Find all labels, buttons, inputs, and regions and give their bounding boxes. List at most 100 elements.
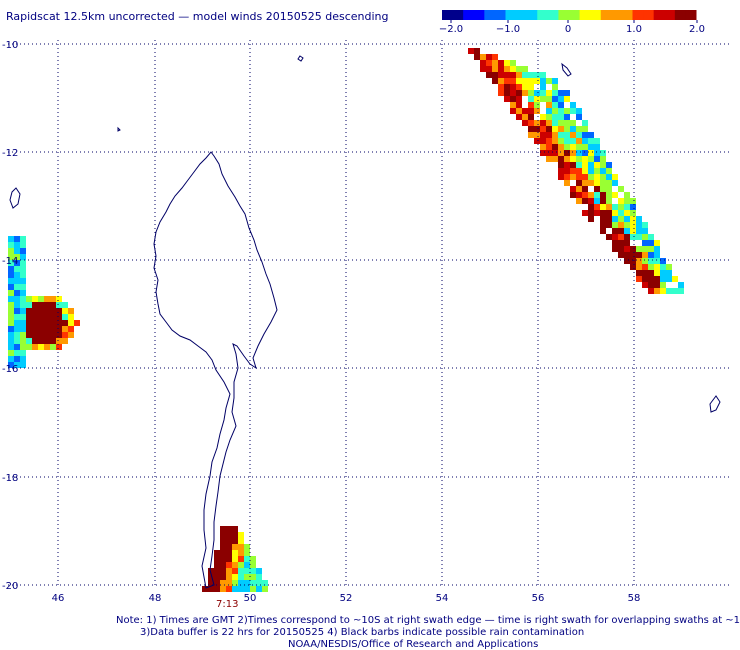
wind-cell — [74, 320, 80, 326]
wind-cell — [522, 114, 528, 120]
wind-cell — [540, 150, 546, 156]
wind-cell — [570, 138, 576, 144]
wind-cell — [570, 108, 576, 114]
wind-cell — [226, 586, 232, 592]
lat-lon-grid — [8, 40, 730, 588]
wind-cell — [642, 252, 648, 258]
wind-cell — [558, 90, 564, 96]
wind-cell — [32, 296, 38, 302]
wind-cell — [8, 314, 14, 320]
wind-cell — [14, 362, 20, 368]
wind-cell — [226, 526, 232, 532]
wind-cell — [654, 252, 660, 258]
wind-cell — [516, 84, 522, 90]
colorbar-ticks: −2.0 −1.0 0 1.0 2.0 — [439, 20, 705, 35]
wind-cell — [510, 84, 516, 90]
wind-cell — [552, 126, 558, 132]
islet-small-coastline — [117, 126, 121, 132]
wind-cell — [576, 174, 582, 180]
wind-cell — [26, 308, 32, 314]
wind-cell — [606, 204, 612, 210]
wind-cell — [44, 326, 50, 332]
wind-cell — [630, 210, 636, 216]
wind-cell — [20, 362, 26, 368]
wind-cell — [202, 586, 208, 592]
wind-cell — [588, 162, 594, 168]
wind-cell — [666, 270, 672, 276]
wind-cell — [642, 276, 648, 282]
wind-cell — [38, 314, 44, 320]
wind-cell — [540, 114, 546, 120]
colorbar-segment — [484, 10, 496, 20]
wind-cell — [250, 568, 256, 574]
wind-cell — [510, 78, 516, 84]
wind-cell — [32, 338, 38, 344]
wind-cell — [220, 556, 226, 562]
wind-cell — [642, 228, 648, 234]
wind-cell — [582, 138, 588, 144]
wind-cell — [558, 132, 564, 138]
wind-cell — [540, 126, 546, 132]
colorbar-segment — [611, 10, 623, 20]
wind-cell — [540, 90, 546, 96]
wind-cell — [56, 308, 62, 314]
wind-cell — [666, 276, 672, 282]
wind-cell — [516, 90, 522, 96]
wind-cell — [504, 72, 510, 78]
wind-cell — [50, 314, 56, 320]
wind-cell — [666, 264, 672, 270]
wind-cell — [516, 108, 522, 114]
colorbar-segment — [463, 10, 475, 20]
wind-cell — [244, 562, 250, 568]
wind-cell — [26, 296, 32, 302]
wind-cell — [558, 96, 564, 102]
wind-cell — [220, 538, 226, 544]
wind-cell — [528, 114, 534, 120]
wind-cell — [600, 162, 606, 168]
wind-cell — [522, 120, 528, 126]
swath-west — [8, 236, 80, 368]
wind-cell — [546, 144, 552, 150]
wind-cell — [250, 574, 256, 580]
wind-cell — [594, 180, 600, 186]
wind-cell — [594, 192, 600, 198]
wind-cell — [32, 332, 38, 338]
wind-cell — [262, 580, 268, 586]
wind-cell — [256, 574, 262, 580]
wind-cell — [558, 120, 564, 126]
wind-cell — [20, 260, 26, 266]
wind-cell — [56, 332, 62, 338]
wind-cell — [558, 126, 564, 132]
wind-cell — [14, 284, 20, 290]
wind-cell — [14, 260, 20, 266]
wind-cell — [534, 90, 540, 96]
wind-cell — [576, 126, 582, 132]
wind-cell — [32, 314, 38, 320]
wind-cell — [600, 180, 606, 186]
wind-cell — [564, 96, 570, 102]
wind-cell — [606, 162, 612, 168]
wind-cell — [220, 574, 226, 580]
wind-cell — [552, 156, 558, 162]
wind-cell — [570, 120, 576, 126]
wind-cell — [244, 544, 250, 550]
wind-cell — [528, 108, 534, 114]
wind-cell — [26, 302, 32, 308]
wind-cell — [14, 254, 20, 260]
wind-cell — [68, 332, 74, 338]
reef-islet-coastline — [297, 55, 304, 62]
wind-cell — [588, 174, 594, 180]
wind-cell — [576, 186, 582, 192]
swath-northeast — [468, 48, 684, 294]
wind-cell — [56, 344, 62, 350]
colorbar-segment — [558, 10, 570, 20]
wind-cell — [624, 252, 630, 258]
wind-cell — [558, 174, 564, 180]
wind-cell — [522, 66, 528, 72]
wind-cell — [14, 296, 20, 302]
wind-cell — [612, 222, 618, 228]
wind-cell — [648, 288, 654, 294]
wind-cell — [510, 108, 516, 114]
wind-cell — [636, 222, 642, 228]
colorbar-tick-label: −1.0 — [496, 24, 520, 35]
